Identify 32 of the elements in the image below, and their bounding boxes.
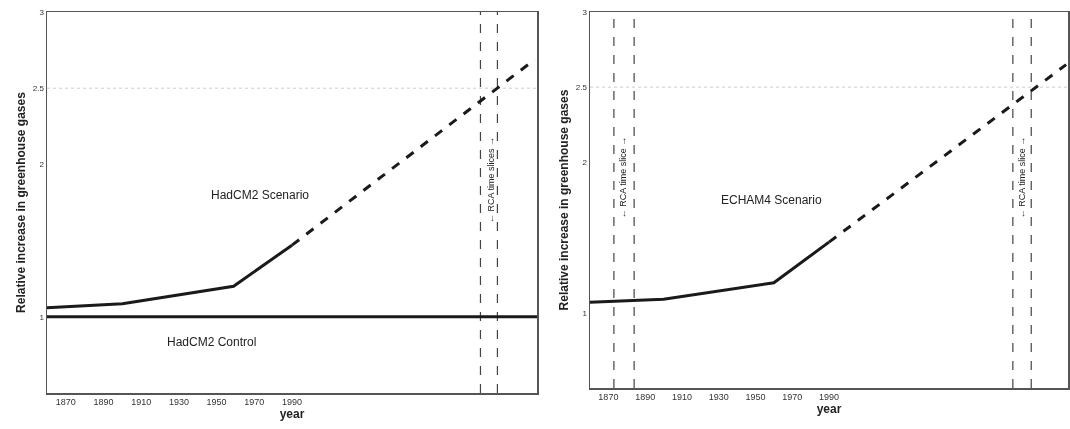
x-tick-label: 1890	[635, 392, 656, 403]
x-tick-label: 1950	[745, 392, 766, 403]
y-tick-label: 2	[582, 158, 588, 168]
x-axis-title: year	[816, 402, 842, 417]
y-tick-label: 1	[582, 308, 588, 318]
y-tick-label: 1	[39, 312, 45, 322]
x-tick-label: 1930	[168, 397, 189, 408]
annotation: HadCM2 Scenario	[211, 188, 310, 202]
x-tick-label: 1910	[671, 392, 692, 403]
annotation: ECHAM4 Scenario	[721, 193, 823, 207]
ref-line-label: ← RCA time slice →	[1017, 136, 1028, 219]
x-tick-label: 1950	[206, 397, 227, 408]
y-axis-title: Relative increase in greenhouse gases	[14, 91, 29, 313]
y-tick-label: 3	[39, 7, 45, 17]
x-tick-label: 1870	[55, 397, 76, 408]
x-tick-label: 1890	[93, 397, 114, 408]
x-tick-label: 1870	[598, 392, 619, 403]
y-tick-label: 2.5	[575, 83, 588, 92]
y-tick-label: 3	[582, 7, 588, 17]
x-tick-label: 1930	[708, 392, 729, 403]
x-tick-label: 1970	[782, 392, 803, 403]
x-tick-label: 1970	[244, 397, 265, 408]
x-axis-title: year	[279, 407, 305, 422]
x-tick-label: 1990	[818, 392, 840, 403]
x-tick-label: 1910	[131, 397, 152, 408]
annotation: HadCM2 Control	[167, 335, 257, 349]
ref-line-label: ← RCA time slices →	[485, 137, 496, 224]
y-tick-label: 2.5	[32, 84, 45, 93]
y-axis-title: Relative increase in greenhouse gases	[557, 89, 572, 311]
x-tick-label: 1990	[281, 397, 303, 408]
ref-line-label: ← RCA time slice →	[618, 136, 629, 219]
y-tick-label: 2	[39, 160, 45, 170]
